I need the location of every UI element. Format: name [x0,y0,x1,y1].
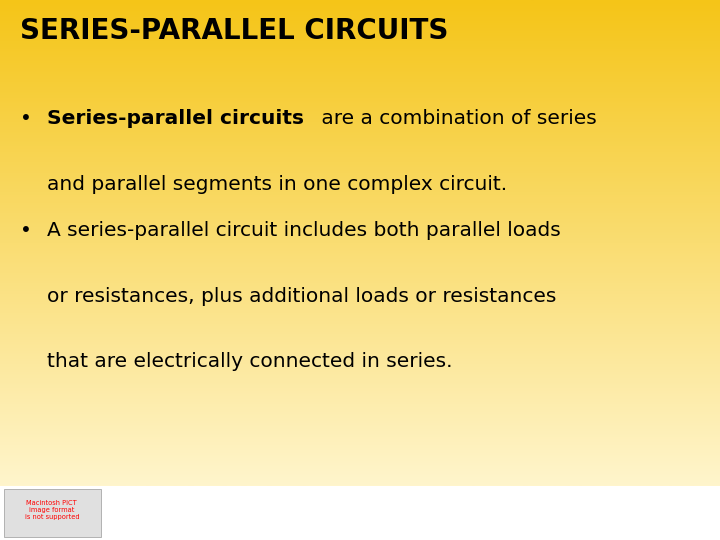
Text: that are electrically connected in series.: that are electrically connected in serie… [47,352,452,372]
Text: SERIES-PARALLEL CIRCUITS: SERIES-PARALLEL CIRCUITS [20,17,449,45]
FancyBboxPatch shape [4,489,101,537]
Text: A series-parallel circuit includes both parallel loads: A series-parallel circuit includes both … [47,221,561,240]
Text: Series-parallel circuits: Series-parallel circuits [47,109,304,129]
Text: Diagnosis and Troubleshooting of Automotive Electrical,: Diagnosis and Troubleshooting of Automot… [112,497,403,507]
Text: By James D. Halderman: By James D. Halderman [112,527,235,537]
Text: are a combination of series: are a combination of series [315,109,596,129]
Text: •: • [20,109,32,129]
Text: •: • [20,221,32,240]
Text: and parallel segments in one complex circuit.: and parallel segments in one complex cir… [47,175,507,194]
Text: Macintosh PICT
image format
is not supported: Macintosh PICT image format is not suppo… [24,500,79,521]
Text: Pearson Prentice Hall- Upper Saddle River, NJ 07458: Pearson Prentice Hall- Upper Saddle Rive… [441,523,713,533]
Text: Electronic, and Computer Systems, Fifth Edition: Electronic, and Computer Systems, Fifth … [112,512,361,522]
Text: or resistances, plus additional loads or resistances: or resistances, plus additional loads or… [47,287,556,306]
Text: © 2010 Pearson Higher Education, Inc.: © 2010 Pearson Higher Education, Inc. [510,503,713,514]
